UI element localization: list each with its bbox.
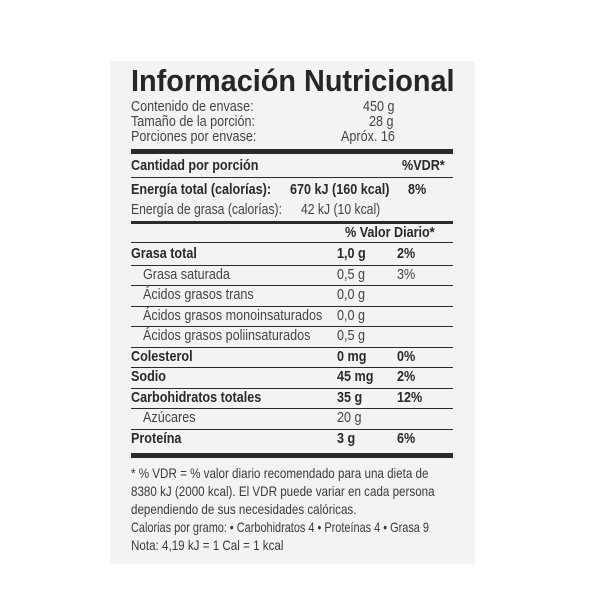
- nutrient-pct: 2%: [397, 245, 416, 262]
- nutrient-pct: 0%: [397, 347, 416, 365]
- footnote: Nota: 4,19 kJ = 1 Cal = 1 kcal: [131, 537, 284, 553]
- vdr-header: %VDR*: [402, 157, 445, 174]
- nutrient-label: Sodio: [131, 368, 167, 385]
- nutrition-label: Información Nutricional Contenido de env…: [110, 61, 474, 563]
- energy-value: 670 kJ (160 kcal): [290, 181, 390, 198]
- energy-pct: 8%: [408, 181, 427, 198]
- nutrient-amount: 0,0 g: [337, 306, 366, 324]
- divider: [131, 408, 453, 410]
- header-value: Apróx. 16: [341, 128, 395, 145]
- footnote: Calorias por gramo: • Carbohidratos 4 • …: [131, 519, 429, 535]
- footnote: * % VDR = % valor diario recomendado par…: [131, 465, 429, 481]
- divider-medium: [131, 221, 453, 224]
- nutrient-pct: 12%: [397, 388, 423, 406]
- footnote: 8380 kJ (2000 kcal). El VDR puede variar…: [131, 483, 435, 499]
- nutrient-label: Grasa total: [131, 245, 197, 262]
- divider: [131, 326, 453, 328]
- header-label: Contenido de envase:: [131, 98, 254, 115]
- footnote: dependiendo de sus necesidades calóricas…: [131, 501, 357, 517]
- energy-fat-label: Energía de grasa (calorías):: [131, 202, 282, 218]
- nutrient-label: Colesterol: [131, 347, 193, 365]
- nutrient-amount: 0,0 g: [337, 286, 366, 303]
- nutrient-amount: 45 mg: [337, 368, 374, 385]
- divider: [131, 428, 453, 430]
- nutrient-amount: 20 g: [337, 409, 362, 426]
- nutrient-amount: 0,5 g: [337, 265, 366, 283]
- divider: [131, 387, 453, 389]
- nutrient-label: Proteína: [131, 429, 182, 447]
- amount-per-serving: Cantidad por porción: [131, 157, 259, 174]
- divider: [131, 242, 453, 244]
- nutrient-label: Azúcares: [143, 409, 196, 426]
- energy-fat-value: 42 kJ (10 kcal): [301, 202, 381, 218]
- nutrient-pct: 2%: [397, 368, 416, 385]
- divider: [131, 305, 453, 307]
- header-label: Porciones por envase:: [131, 128, 257, 145]
- daily-value-header: % Valor Diario*: [345, 224, 435, 241]
- header-value: 28 g: [369, 113, 394, 130]
- nutrient-label: Grasa saturada: [143, 265, 230, 283]
- header-label: Tamaño de la porción:: [131, 113, 255, 130]
- label-title: Información Nutricional: [131, 63, 455, 98]
- divider: [131, 177, 453, 179]
- energy-label: Energía total (calorías):: [131, 181, 272, 198]
- nutrient-pct: 6%: [397, 429, 416, 447]
- nutrient-pct: 3%: [397, 265, 416, 283]
- divider-thick: [131, 453, 453, 458]
- header-value: 450 g: [363, 98, 395, 115]
- nutrient-amount: 0 mg: [337, 347, 367, 365]
- divider: [131, 346, 453, 348]
- divider: [131, 285, 453, 287]
- nutrient-label: Ácidos grasos monoinsaturados: [143, 306, 323, 324]
- nutrient-amount: 3 g: [337, 429, 356, 447]
- nutrient-label: Carbohidratos totales: [131, 388, 262, 406]
- divider: [131, 264, 453, 266]
- nutrient-label: Ácidos grasos trans: [143, 286, 254, 303]
- divider: [131, 367, 453, 369]
- nutrient-amount: 0,5 g: [337, 327, 366, 344]
- nutrient-amount: 35 g: [337, 388, 363, 406]
- nutrient-label: Ácidos grasos poliinsaturados: [143, 327, 311, 344]
- divider-thick: [131, 149, 453, 154]
- nutrient-amount: 1,0 g: [337, 245, 366, 262]
